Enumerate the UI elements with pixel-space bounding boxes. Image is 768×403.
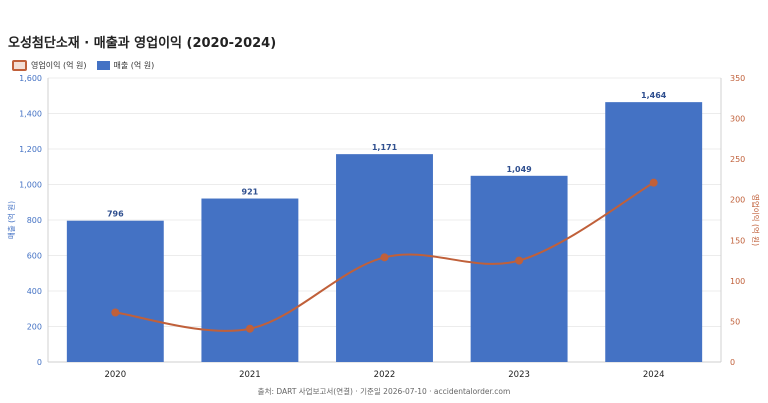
bar-value-label: 921 <box>242 188 259 197</box>
y-tick-label: 800 <box>27 216 42 225</box>
y2-tick-label: 250 <box>730 155 745 164</box>
y-tick-label: 0 <box>37 358 42 367</box>
point-operating-profit-2021 <box>245 324 254 333</box>
y2-tick-label: 100 <box>730 277 745 286</box>
y-tick-label: 1,600 <box>19 74 42 83</box>
y-tick-label: 1,200 <box>19 145 42 154</box>
y2-tick-label: 0 <box>730 358 735 367</box>
bar-value-label: 1,464 <box>641 91 667 100</box>
y2-tick-label: 200 <box>730 196 745 205</box>
y-tick-label: 1,000 <box>19 181 42 190</box>
y-tick-label: 400 <box>27 287 42 296</box>
x-tick-label: 2023 <box>508 370 530 380</box>
legend-swatch-line <box>12 60 27 71</box>
point-operating-profit-2022 <box>380 253 389 262</box>
point-operating-profit-2020 <box>111 308 120 317</box>
bar-value-label: 796 <box>107 210 124 219</box>
y2-axis-title: 영업이익 (억 원) <box>751 194 761 246</box>
legend: 영업이익 (억 원) 매출 (억 원) <box>12 60 164 71</box>
y2-tick-label: 300 <box>730 115 745 124</box>
x-tick-label: 2020 <box>104 370 126 380</box>
bar-revenue-2020 <box>66 220 164 362</box>
chart-title: 오성첨단소재 · 매출과 영업이익 (2020-2024) <box>8 36 277 51</box>
bar-revenue-2024 <box>605 102 703 362</box>
y-tick-label: 600 <box>27 252 42 261</box>
bar-value-label: 1,049 <box>506 165 532 174</box>
y2-tick-label: 150 <box>730 236 745 245</box>
bar-value-label: 1,171 <box>372 143 398 152</box>
y-tick-label: 200 <box>27 323 42 332</box>
legend-item-revenue[interactable]: 매출 (억 원) <box>96 60 155 71</box>
legend-item-operating-profit[interactable]: 영업이익 (억 원) <box>12 60 87 71</box>
legend-label-revenue: 매출 (억 원) <box>113 61 155 70</box>
source-note: 출처: DART 사업보고서(연결) · 기준일 2026-07-10 · ac… <box>257 387 511 396</box>
point-operating-profit-2023 <box>515 256 524 265</box>
bar-revenue-2021 <box>201 198 299 362</box>
y2-tick-label: 50 <box>730 317 740 326</box>
x-tick-label: 2022 <box>374 370 396 380</box>
point-operating-profit-2024 <box>649 178 658 187</box>
x-tick-label: 2021 <box>239 370 261 380</box>
y-axis-title: 매출 (억 원) <box>6 201 16 239</box>
y-tick-label: 1,400 <box>19 110 42 119</box>
bar-revenue-2023 <box>470 175 568 362</box>
legend-label-operating-profit: 영업이익 (억 원) <box>31 61 87 70</box>
y2-tick-label: 350 <box>730 74 745 83</box>
x-tick-label: 2024 <box>643 370 665 380</box>
legend-swatch-bar <box>96 61 110 70</box>
